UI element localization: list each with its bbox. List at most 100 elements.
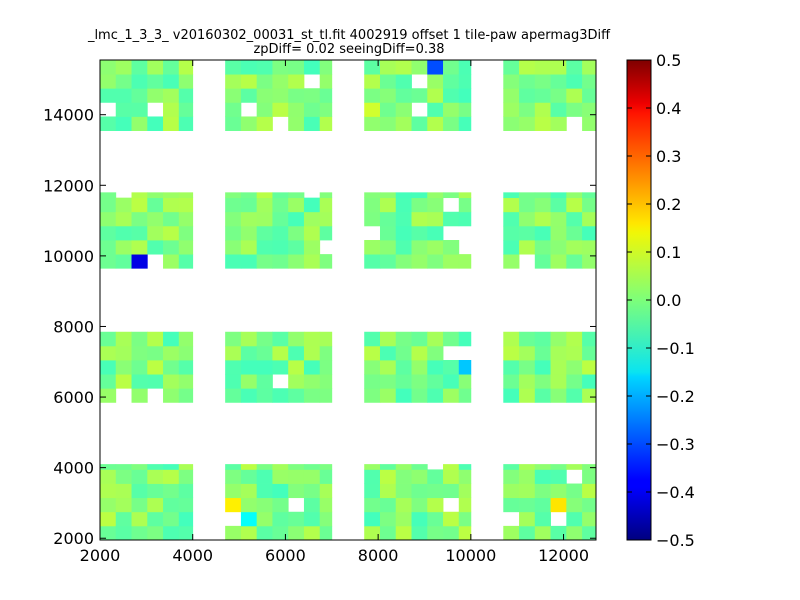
heatmap-cell xyxy=(319,211,333,227)
heatmap-cell xyxy=(100,345,117,361)
heatmap-cell xyxy=(534,254,551,269)
heatmap-cell xyxy=(582,211,597,227)
heatmap-cell xyxy=(534,464,551,470)
heatmap-cell xyxy=(288,464,305,470)
heatmap-cell xyxy=(272,192,289,199)
heatmap-cell xyxy=(272,74,289,89)
heatmap-cell xyxy=(443,374,460,389)
heatmap-cell xyxy=(131,197,148,213)
heatmap-cell xyxy=(100,525,117,541)
heatmap-cell xyxy=(364,469,381,484)
heatmap-cell xyxy=(319,60,333,75)
heatmap-cell xyxy=(503,525,520,541)
y-tick-label: 10000 xyxy=(43,247,94,266)
heatmap-cell xyxy=(319,192,333,199)
heatmap-cell xyxy=(240,192,258,199)
y-tick-label: 4000 xyxy=(53,459,94,478)
heatmap-cell xyxy=(131,469,148,484)
heatmap-cell xyxy=(178,469,194,484)
heatmap-cell xyxy=(303,331,321,347)
heatmap-cell xyxy=(240,497,258,513)
heatmap-cell xyxy=(100,464,117,470)
heatmap-cell xyxy=(503,469,520,484)
heatmap-cell xyxy=(427,388,444,403)
heatmap-cell xyxy=(288,483,305,499)
heatmap-cell xyxy=(147,511,164,527)
heatmap-cell xyxy=(534,360,551,375)
heatmap-cell xyxy=(100,497,117,513)
heatmap-cell xyxy=(147,88,164,103)
heatmap-cell xyxy=(519,225,536,241)
heatmap-cell xyxy=(288,116,305,131)
heatmap-cell xyxy=(458,331,472,347)
heatmap-cell xyxy=(272,483,289,499)
heatmap-cell xyxy=(503,74,520,89)
heatmap-cell xyxy=(319,102,333,117)
heatmap-cell xyxy=(364,374,381,389)
heatmap-cell xyxy=(100,511,117,527)
chart-title-line-2: zpDiff= 0.02 seeingDiff=0.38 xyxy=(253,42,444,57)
heatmap-cell xyxy=(225,192,242,199)
heatmap-cell xyxy=(178,116,194,131)
heatmap-cell xyxy=(503,464,520,470)
heatmap-cell xyxy=(147,469,164,484)
heatmap-cell xyxy=(147,374,164,389)
heatmap-cell xyxy=(458,116,472,131)
colorbar-ticks: 0.5 0.4 0.3 0.2 0.1 0.0 −0.1 −0.2 −0.3 −0.4 −0.5 xyxy=(627,51,695,550)
heatmap-cell xyxy=(147,225,164,241)
heatmap-cell xyxy=(395,511,412,527)
heatmap-cell xyxy=(178,374,194,389)
heatmap-cell xyxy=(534,211,551,227)
heatmap-cell xyxy=(503,388,520,403)
heatmap-cell xyxy=(395,240,412,255)
heatmap-cell xyxy=(319,360,333,375)
heatmap-cell xyxy=(303,211,321,227)
heatmap-cell xyxy=(272,469,289,484)
heatmap-cell xyxy=(115,469,132,484)
heatmap-cell xyxy=(443,102,460,117)
heatmap-cell xyxy=(458,74,472,89)
heatmap-cell xyxy=(427,254,444,269)
heatmap-cell xyxy=(519,197,536,213)
heatmap-cell xyxy=(303,240,321,255)
heatmap-cell xyxy=(256,116,273,131)
heatmap-cell xyxy=(566,511,583,527)
heatmap-cell xyxy=(163,469,180,484)
heatmap-cell xyxy=(395,345,412,361)
heatmap-cell xyxy=(115,240,132,255)
heatmap-cell xyxy=(566,388,583,403)
colorbar-tick-label: 0.0 xyxy=(656,291,681,310)
heatmap-cell xyxy=(364,331,381,347)
heatmap-cell xyxy=(566,525,583,541)
heatmap-cell xyxy=(458,192,472,199)
heatmap-cell xyxy=(379,197,397,213)
heatmap-cell xyxy=(225,225,242,241)
heatmap-cell xyxy=(147,497,164,513)
heatmap-cell xyxy=(411,60,428,75)
heatmap-cell xyxy=(411,464,428,470)
heatmap-cell xyxy=(115,74,132,89)
heatmap-cell xyxy=(131,192,148,199)
heatmap-cell xyxy=(411,116,428,131)
heatmap-cell xyxy=(163,360,180,375)
heatmap-cell xyxy=(550,497,567,513)
heatmap-cell xyxy=(550,360,567,375)
heatmap-cell xyxy=(256,88,273,103)
heatmap-cell xyxy=(163,254,180,269)
heatmap-cell xyxy=(131,388,148,403)
heatmap-cell xyxy=(115,360,132,375)
heatmap-cell xyxy=(458,60,472,75)
y-tick-label: 6000 xyxy=(53,388,94,407)
heatmap-cell xyxy=(288,525,305,541)
colorbar-tick-label: −0.1 xyxy=(656,339,695,358)
heatmap-cell xyxy=(240,197,258,213)
heatmap-cell xyxy=(503,360,520,375)
heatmap-cell xyxy=(519,345,536,361)
heatmap-cell xyxy=(131,254,148,269)
heatmap-cell xyxy=(256,197,273,213)
heatmap-cell xyxy=(443,464,460,470)
heatmap-cell xyxy=(131,464,148,470)
heatmap-cell xyxy=(379,88,397,103)
heatmap-cell xyxy=(240,225,258,241)
heatmap-cell xyxy=(443,60,460,75)
